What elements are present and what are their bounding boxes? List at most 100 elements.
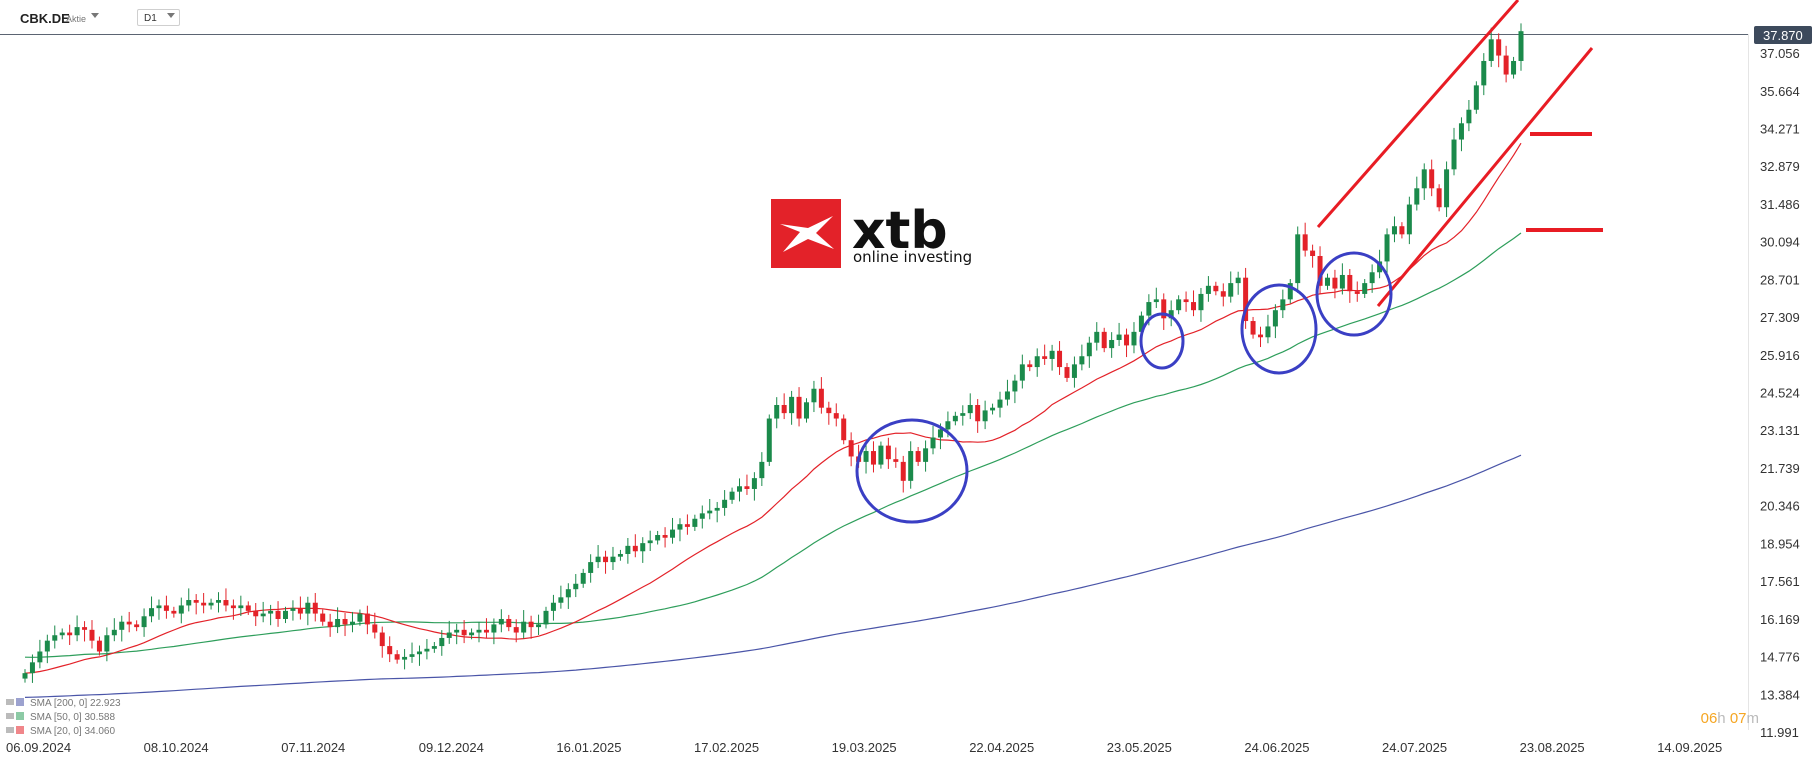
y-tick-label: 16.169 [1760, 612, 1800, 627]
candle [52, 625, 58, 649]
candle [781, 393, 787, 420]
timeframe-dropdown-icon[interactable] [167, 13, 175, 18]
candle [1213, 281, 1219, 296]
candle [908, 441, 914, 489]
candle [617, 549, 623, 561]
y-tick-label: 27.309 [1760, 310, 1800, 325]
candle [1280, 289, 1286, 319]
candle [1258, 326, 1264, 348]
x-tick-label: 06.09.2024 [6, 740, 71, 755]
candle [1109, 332, 1115, 358]
candle [498, 609, 504, 633]
x-tick-label: 23.08.2025 [1520, 740, 1585, 755]
candle [1228, 271, 1234, 303]
candle [528, 615, 534, 639]
candle [1243, 267, 1249, 329]
timeframe-select[interactable]: D1 [137, 9, 180, 26]
sma50-line [24, 232, 1522, 658]
last-price-tag: 37.870 [1754, 26, 1812, 44]
candle [335, 607, 341, 634]
candle [729, 487, 735, 504]
candle [44, 634, 50, 664]
candle [141, 608, 147, 637]
candle [491, 618, 497, 645]
candle [915, 446, 921, 466]
candle [1161, 293, 1167, 330]
price-axis: 37.056 35.664 34.271 32.879 31.486 30.094 28.7… [1760, 46, 1800, 740]
candle [1295, 226, 1301, 293]
candle [1071, 356, 1077, 388]
candle [156, 599, 162, 620]
candle [818, 377, 824, 414]
legend-entry: SMA [200, 0] 22.923 [30, 698, 121, 709]
candle [439, 630, 445, 656]
candle [640, 537, 646, 563]
candle [230, 599, 236, 620]
candle [67, 624, 73, 645]
candle [900, 455, 906, 493]
candle [1198, 287, 1204, 322]
candle [833, 403, 839, 427]
logo-tagline: online investing [853, 248, 972, 266]
annotations [855, 0, 1603, 524]
candle [588, 554, 594, 583]
candle [573, 574, 579, 598]
candle [29, 654, 35, 683]
legend-settings-icon[interactable] [6, 713, 14, 719]
candle [1481, 53, 1487, 96]
symbol-type-label: Aktie [66, 14, 87, 24]
candle [126, 611, 132, 633]
y-tick-label: 35.664 [1760, 84, 1800, 99]
candle-countdown: 06h 07m [1701, 710, 1759, 727]
highlight-circle-2 [1139, 312, 1185, 370]
candle [952, 411, 958, 426]
candle [885, 437, 891, 469]
y-tick-label: 25.916 [1760, 348, 1800, 363]
candle [1317, 246, 1323, 294]
candle [536, 614, 542, 635]
x-tick-label: 14.09.2025 [1657, 740, 1722, 755]
candle [870, 441, 876, 473]
y-tick-label: 14.776 [1760, 650, 1800, 665]
candle [580, 568, 586, 588]
xtb-logo: xtb online investing [771, 199, 972, 268]
candle [1034, 348, 1040, 377]
last-price-value: 37.870 [1763, 28, 1803, 43]
countdown-minutes: 07 [1729, 710, 1747, 727]
candle [1332, 269, 1338, 299]
candle [647, 530, 653, 551]
legend-color-swatch [16, 726, 24, 734]
candle [282, 606, 288, 624]
candle [253, 603, 259, 627]
candle [149, 596, 155, 623]
candle [320, 609, 326, 626]
candle [1064, 363, 1070, 382]
candle [789, 390, 795, 425]
symbol-label[interactable]: CBK.DE [20, 11, 70, 26]
candle [692, 514, 698, 531]
candle [1265, 314, 1271, 344]
x-tick-label: 24.07.2025 [1382, 740, 1447, 755]
candle [826, 401, 832, 425]
candle [670, 517, 676, 544]
legend-settings-icon[interactable] [6, 699, 14, 705]
x-tick-label: 23.05.2025 [1107, 740, 1172, 755]
symbol-dropdown-icon[interactable] [91, 13, 99, 18]
candle [558, 585, 564, 609]
xtb-logo-x-icon [780, 216, 834, 252]
candle [186, 588, 192, 612]
legend-settings-icon[interactable] [6, 727, 14, 733]
candle [364, 605, 370, 635]
candle [327, 613, 333, 637]
x-tick-label: 17.02.2025 [694, 740, 759, 755]
candle [89, 620, 95, 649]
candle [59, 628, 65, 640]
candle [1079, 344, 1085, 371]
candle [521, 610, 527, 639]
candle [245, 601, 251, 615]
candle [1488, 27, 1494, 67]
candle [766, 414, 772, 466]
candle [22, 669, 28, 683]
legend-color-swatch [16, 698, 24, 706]
